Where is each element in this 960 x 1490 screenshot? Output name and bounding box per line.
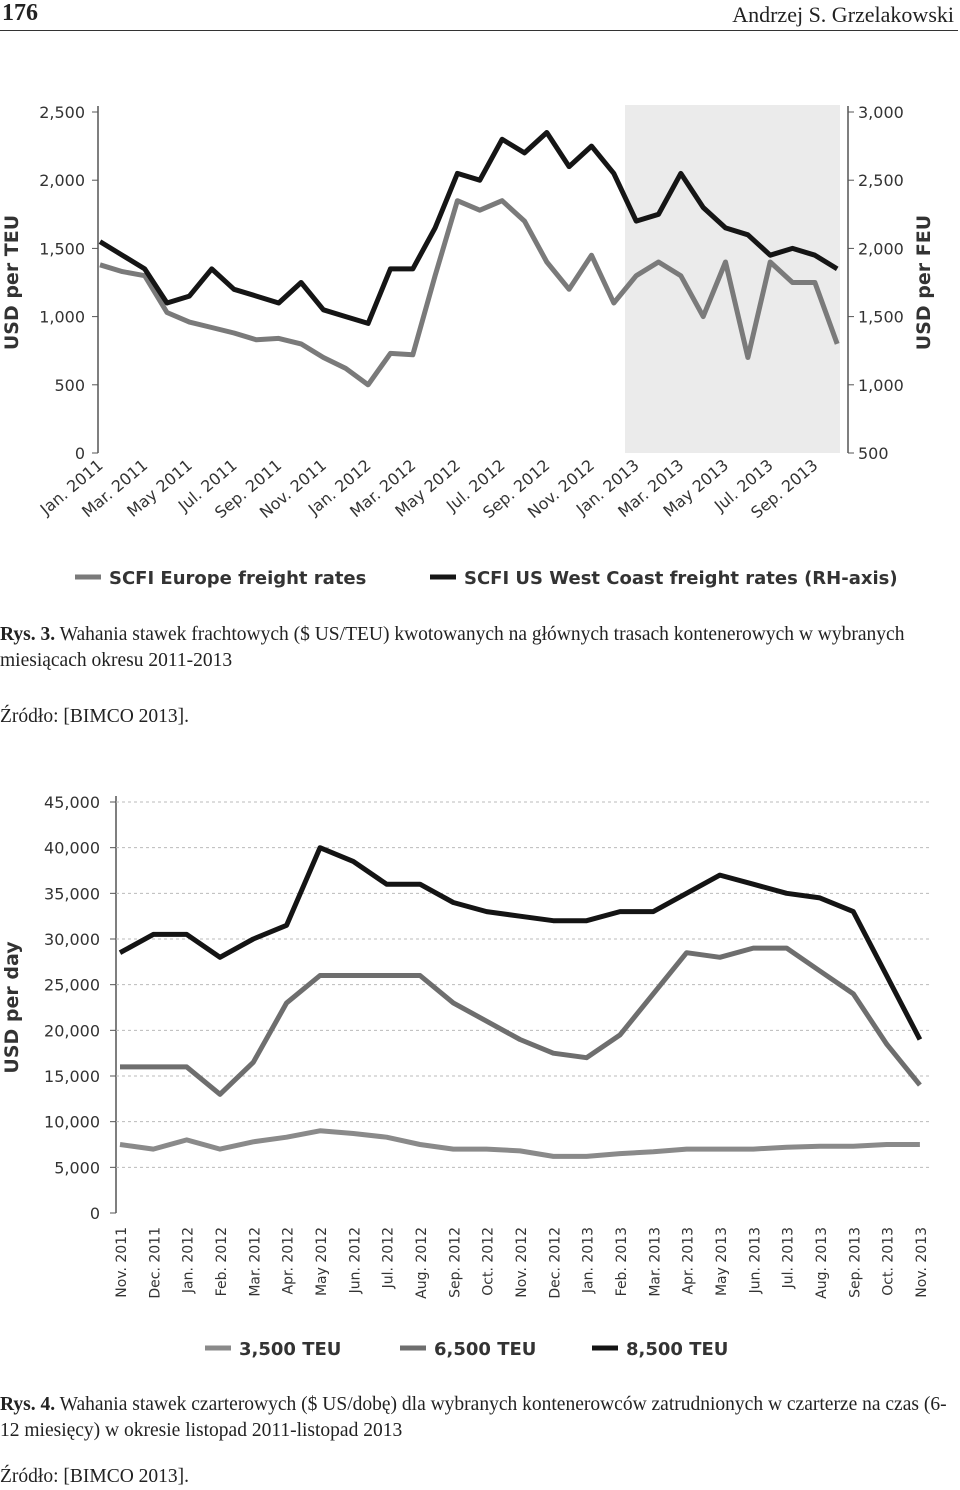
author: Andrzej S. Grzelakowski xyxy=(732,2,954,27)
x-tick-label: Sep. 2013 xyxy=(847,1227,863,1298)
y2-tick-label: 1,500 xyxy=(858,308,904,327)
legend-label: 8,500 TEU xyxy=(626,1339,728,1360)
x-tick-label: May 2012 xyxy=(314,1227,330,1296)
x-tick-label: Oct. 2012 xyxy=(481,1227,497,1296)
x-tick-label: Nov. 2011 xyxy=(114,1227,130,1298)
y2-tick-label: 1,000 xyxy=(858,376,904,395)
x-tick-label: Mar. 2013 xyxy=(647,1227,663,1297)
x-tick-label: Sep. 2012 xyxy=(447,1227,463,1298)
y2-tick-label: 2,500 xyxy=(858,171,904,190)
y-tick-label: 15,000 xyxy=(44,1067,100,1086)
series-line xyxy=(119,1128,920,1159)
chart: 0 5,000 10,000 15,000 20,000 25,000 30,000 35,0… xyxy=(1,793,930,1360)
y2-tick-label: 500 xyxy=(858,444,889,463)
y2-tick-label: 3,000 xyxy=(858,103,904,122)
y-tick-label: 1,000 xyxy=(39,308,85,327)
y-tick-label: 30,000 xyxy=(44,930,100,949)
y-tick-label: 40,000 xyxy=(44,839,100,858)
y-tick-label: 1,500 xyxy=(39,239,85,258)
y-tick-label: 500 xyxy=(54,376,85,395)
figure-caption: Rys. 3. Wahania stawek frachtowych ($ US… xyxy=(0,622,955,674)
series-line xyxy=(98,130,839,326)
x-tick-label: Dec. 2011 xyxy=(147,1227,163,1299)
x-tick-label: May 2013 xyxy=(714,1227,730,1296)
y-tick-label: 0 xyxy=(90,1204,100,1223)
caption-text: Wahania stawek czarterowych ($ US/dobę) … xyxy=(0,1394,947,1441)
series-line xyxy=(120,945,922,1097)
shaded-period xyxy=(625,105,840,453)
y-tick-label: 2,500 xyxy=(39,103,85,122)
legend-label: SCFI Europe freight rates xyxy=(109,568,366,589)
legend-label: 3,500 TEU xyxy=(239,1339,341,1360)
y-tick-label: 0 xyxy=(75,444,85,463)
x-tick-label: Jun. 2013 xyxy=(747,1227,763,1294)
x-tick-label: Apr. 2012 xyxy=(281,1227,297,1294)
x-tick-label: Feb. 2012 xyxy=(214,1227,230,1296)
series-line xyxy=(118,845,923,1041)
x-tick-label: Apr. 2013 xyxy=(681,1227,697,1294)
series-line xyxy=(99,198,840,388)
y2-tick-label: 2,000 xyxy=(858,239,904,258)
x-tick-label: Jul. 2012 xyxy=(381,1227,397,1289)
y-axis-title: USD per TEU xyxy=(1,215,23,350)
y-tick-label: 25,000 xyxy=(44,976,100,995)
x-tick-label: Dec. 2012 xyxy=(547,1227,563,1299)
y-tick-label: 5,000 xyxy=(54,1158,100,1177)
running-header: 176 Andrzej S. Grzelakowski xyxy=(0,0,958,31)
legend-label: SCFI US West Coast freight rates (RH-axi… xyxy=(464,568,898,589)
y-tick-label: 35,000 xyxy=(44,884,100,903)
x-tick-label: Nov. 2012 xyxy=(514,1227,530,1298)
figure-source: Źródło: [BIMCO 2013]. xyxy=(0,1466,190,1487)
x-tick-label: Nov. 2013 xyxy=(914,1227,930,1298)
caption-label: Rys. 4. xyxy=(0,1394,56,1415)
y-tick-label: 45,000 xyxy=(44,793,100,812)
x-tick-label: Jan. 2013 xyxy=(581,1227,597,1294)
y-tick-label: 10,000 xyxy=(44,1113,100,1132)
x-tick-label: Aug. 2013 xyxy=(814,1227,830,1299)
x-tick-label: Oct. 2013 xyxy=(881,1227,897,1296)
y-axis-title: USD per day xyxy=(1,941,23,1074)
figure-source: Źródło: [BIMCO 2013]. xyxy=(0,706,190,727)
x-tick-label: Feb. 2013 xyxy=(614,1227,630,1296)
x-tick-label: Jul. 2013 xyxy=(781,1227,797,1289)
legend-label: 6,500 TEU xyxy=(434,1339,536,1360)
page-number: 176 xyxy=(2,0,38,26)
x-tick-label: Aug. 2012 xyxy=(414,1227,430,1299)
chart: 0 500 1,000 1,500 2,000 2,500 500 1,000 1,500 2,0… xyxy=(1,103,935,589)
y-tick-label: 2,000 xyxy=(39,171,85,190)
caption-text: Wahania stawek frachtowych ($ US/TEU) kw… xyxy=(0,624,905,671)
x-tick-label: Mar. 2012 xyxy=(247,1227,263,1297)
x-tick-label: Jan. 2012 xyxy=(181,1227,197,1294)
y-tick-label: 20,000 xyxy=(44,1021,100,1040)
caption-label: Rys. 3. xyxy=(0,624,56,645)
figure-caption: Rys. 4. Wahania stawek czarterowych ($ U… xyxy=(0,1392,955,1444)
y2-axis-title: USD per FEU xyxy=(913,215,935,350)
x-tick-label: Jun. 2012 xyxy=(347,1227,363,1294)
